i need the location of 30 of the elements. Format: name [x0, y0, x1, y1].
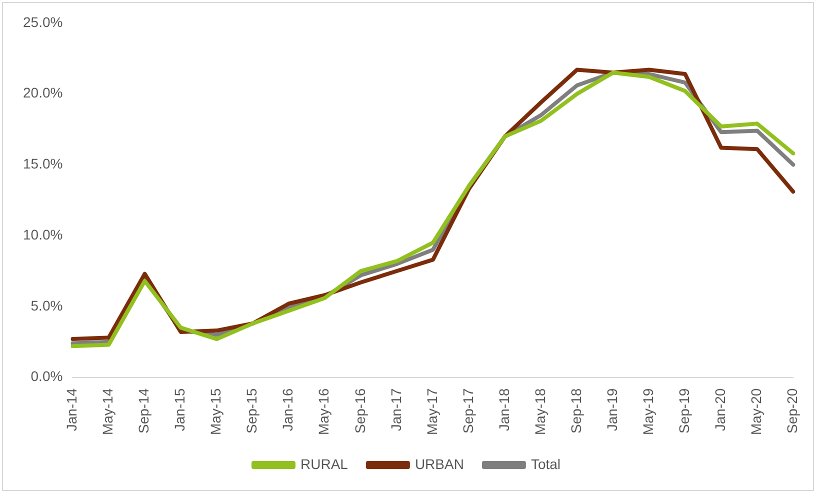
y-tick-label: 0.0%: [30, 368, 63, 384]
x-tick-label: May-15: [208, 388, 224, 436]
x-tick-label: Sep-16: [352, 388, 368, 434]
x-tick-label: Jan-18: [496, 388, 512, 432]
x-tick-label: Sep-18: [568, 388, 584, 434]
x-tick-label: Sep-19: [676, 388, 692, 434]
legend-label: Total: [530, 456, 561, 472]
x-tick-label: May-16: [316, 388, 332, 436]
legend-label: URBAN: [414, 456, 464, 472]
x-tick-label: May-18: [532, 388, 548, 436]
legend-label: RURAL: [300, 456, 348, 472]
x-tick-label: May-19: [640, 388, 656, 436]
x-tick-label: Sep-14: [136, 388, 152, 434]
y-tick-label: 15.0%: [22, 156, 63, 172]
x-tick-label: Jan-19: [604, 388, 620, 432]
x-tick-label: Jan-15: [172, 388, 188, 432]
y-tick-label: 5.0%: [30, 297, 63, 314]
x-tick-label: Sep-20: [784, 388, 800, 434]
x-tick-label: Jan-14: [64, 388, 80, 432]
x-tick-label: Sep-17: [460, 388, 476, 434]
x-tick-label: May-17: [424, 388, 440, 436]
x-tick-label: Sep-15: [244, 388, 260, 434]
x-tick-label: Jan-16: [280, 388, 296, 432]
x-tick-label: Jan-17: [388, 388, 404, 432]
y-tick-label: 25.0%: [22, 14, 63, 30]
y-tick-label: 20.0%: [22, 84, 63, 101]
y-tick-label: 10.0%: [22, 226, 63, 242]
x-tick-label: May-20: [748, 388, 764, 436]
x-tick-label: May-14: [100, 388, 116, 436]
x-tick-label: Jan-20: [712, 388, 728, 432]
